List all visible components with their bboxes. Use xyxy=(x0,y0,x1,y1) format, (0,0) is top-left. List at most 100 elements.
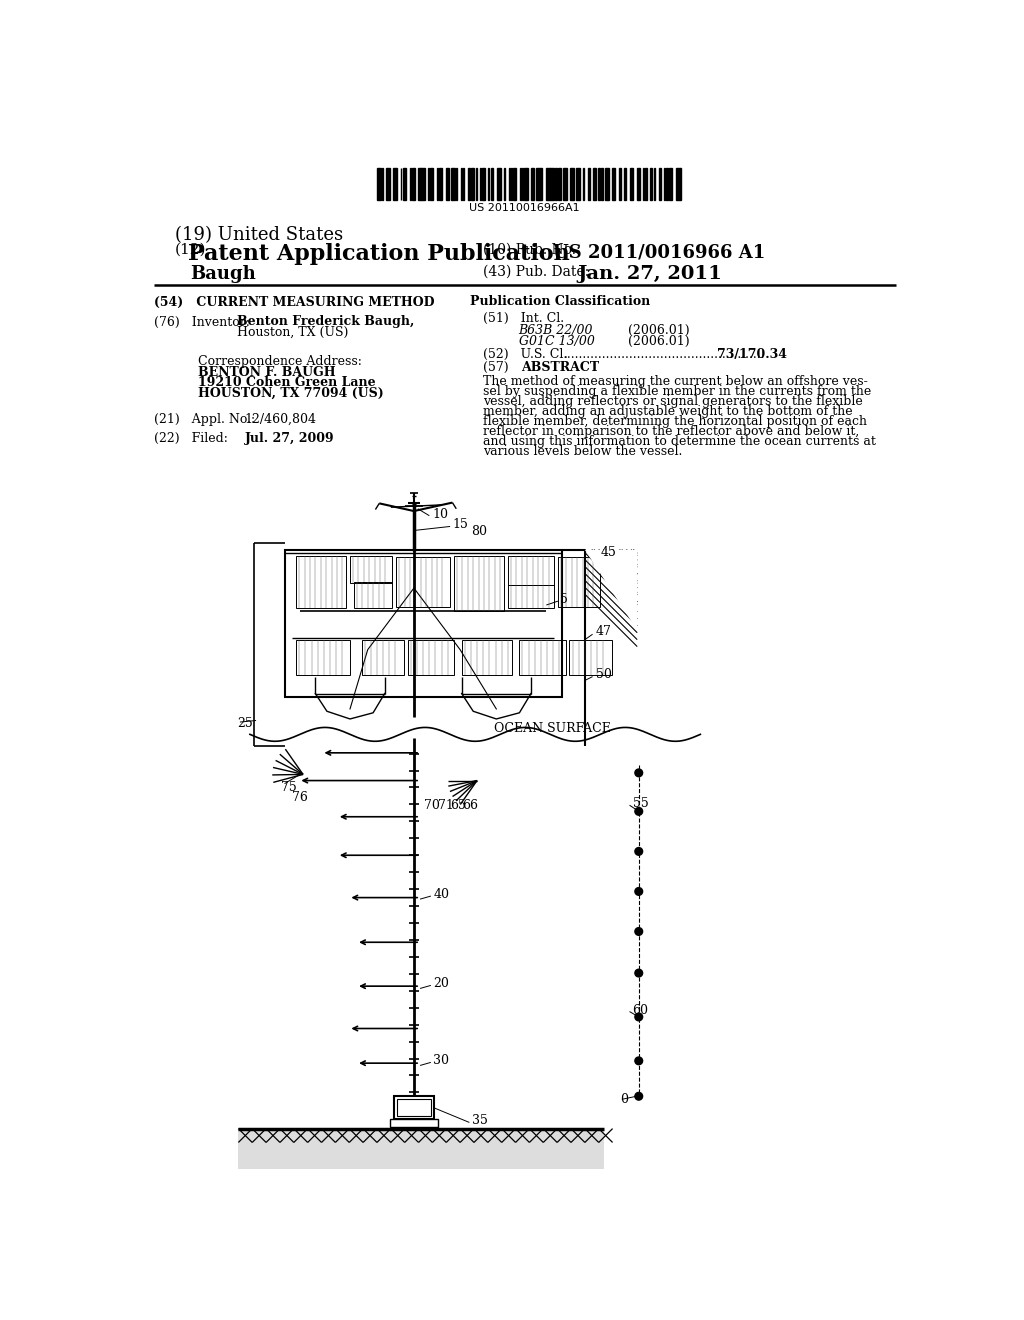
Bar xyxy=(618,168,622,199)
Text: 10: 10 xyxy=(432,508,449,520)
Text: (52)   U.S. Cl.: (52) U.S. Cl. xyxy=(483,348,571,360)
Text: (76)   Inventor:: (76) Inventor: xyxy=(154,315,250,329)
Bar xyxy=(575,168,580,199)
Bar xyxy=(354,582,392,609)
Text: (10) Pub. No.:: (10) Pub. No.: xyxy=(483,243,586,257)
Text: BENTON F. BAUGH: BENTON F. BAUGH xyxy=(199,366,336,379)
Circle shape xyxy=(635,1093,643,1100)
Bar xyxy=(393,168,397,199)
Text: 45: 45 xyxy=(600,545,616,558)
Text: (12): (12) xyxy=(175,243,207,257)
Bar xyxy=(551,168,554,199)
Text: 70: 70 xyxy=(424,799,439,812)
Text: (51)   Int. Cl.: (51) Int. Cl. xyxy=(483,313,564,326)
Text: US 20110016966A1: US 20110016966A1 xyxy=(469,203,581,213)
Bar xyxy=(601,168,603,199)
Bar xyxy=(508,556,554,585)
Text: Jul. 27, 2009: Jul. 27, 2009 xyxy=(245,432,334,445)
Text: reflector in comparison to the reflector above and below it,: reflector in comparison to the reflector… xyxy=(483,425,859,438)
Circle shape xyxy=(635,1014,643,1020)
Circle shape xyxy=(635,770,643,776)
Bar xyxy=(519,640,565,675)
Circle shape xyxy=(635,928,643,936)
Bar xyxy=(598,168,600,199)
Bar xyxy=(645,168,647,199)
Text: G01C 13/00: G01C 13/00 xyxy=(518,335,595,347)
Circle shape xyxy=(635,969,643,977)
Text: Benton Frederick Baugh,: Benton Frederick Baugh, xyxy=(237,315,414,329)
Text: Baugh: Baugh xyxy=(190,264,256,282)
Circle shape xyxy=(635,847,643,855)
Text: (21)   Appl. No.:: (21) Appl. No.: xyxy=(154,412,255,425)
Text: (19) United States: (19) United States xyxy=(175,226,343,244)
Circle shape xyxy=(635,1057,643,1065)
Bar xyxy=(397,1100,431,1117)
Text: 60: 60 xyxy=(633,1003,648,1016)
Text: US 2011/0016966 A1: US 2011/0016966 A1 xyxy=(553,243,765,261)
Bar xyxy=(296,556,346,609)
Text: 50: 50 xyxy=(596,668,611,681)
Text: (22)   Filed:: (22) Filed: xyxy=(154,432,227,445)
Bar xyxy=(555,168,557,199)
Text: HOUSTON, TX 77094 (US): HOUSTON, TX 77094 (US) xyxy=(199,387,384,400)
Bar xyxy=(605,168,608,199)
Bar xyxy=(563,168,567,199)
Bar xyxy=(446,168,449,199)
Bar xyxy=(569,640,611,675)
Text: and using this information to determine the ocean currents at: and using this information to determine … xyxy=(483,434,877,447)
Circle shape xyxy=(635,887,643,895)
Text: 35: 35 xyxy=(472,1114,487,1127)
Text: The method of measuring the current below an offshore ves-: The method of measuring the current belo… xyxy=(483,375,868,388)
Text: (2006.01): (2006.01) xyxy=(628,323,689,337)
Bar xyxy=(541,168,543,199)
Bar xyxy=(666,168,668,199)
Text: 71: 71 xyxy=(438,799,454,812)
Text: 20: 20 xyxy=(433,977,450,990)
Bar xyxy=(396,557,451,607)
Bar xyxy=(508,585,554,609)
Bar xyxy=(394,1096,434,1119)
Text: sel by suspending a flexible member in the currents from the: sel by suspending a flexible member in t… xyxy=(483,385,871,397)
Bar xyxy=(519,168,521,199)
Bar xyxy=(531,168,535,199)
Text: (43) Pub. Date:: (43) Pub. Date: xyxy=(483,264,590,279)
Bar xyxy=(658,168,662,199)
Bar xyxy=(454,556,504,611)
Bar xyxy=(285,549,562,697)
Text: (57): (57) xyxy=(483,360,509,374)
Bar xyxy=(637,168,640,199)
Text: Jan. 27, 2011: Jan. 27, 2011 xyxy=(578,264,722,282)
Text: 76: 76 xyxy=(292,792,308,804)
Bar xyxy=(452,168,455,199)
Text: Patent Application Publication: Patent Application Publication xyxy=(188,243,570,265)
Bar xyxy=(593,168,596,199)
Bar xyxy=(408,640,454,675)
Text: (2006.01): (2006.01) xyxy=(628,335,689,347)
Text: 30: 30 xyxy=(433,1055,450,1068)
Bar xyxy=(630,168,633,199)
Bar xyxy=(546,168,550,199)
Text: 73/170.34: 73/170.34 xyxy=(718,348,787,360)
Bar xyxy=(382,168,383,199)
Text: Correspondence Address:: Correspondence Address: xyxy=(199,355,362,368)
Text: 55: 55 xyxy=(633,797,648,810)
Text: (54)   CURRENT MEASURING METHOD: (54) CURRENT MEASURING METHOD xyxy=(154,296,434,309)
Text: various levels below the vessel.: various levels below the vessel. xyxy=(483,445,683,458)
Text: ABSTRACT: ABSTRACT xyxy=(521,360,599,374)
Bar xyxy=(612,168,615,199)
Text: Houston, TX (US): Houston, TX (US) xyxy=(237,326,348,339)
Bar xyxy=(497,168,501,199)
Text: ....................................................: ........................................… xyxy=(564,348,766,360)
Text: 15: 15 xyxy=(453,519,468,532)
Text: 5: 5 xyxy=(560,593,568,606)
Text: 0: 0 xyxy=(621,1093,629,1106)
Bar xyxy=(669,168,672,199)
Bar xyxy=(588,168,590,199)
Text: 47: 47 xyxy=(596,626,611,639)
Bar xyxy=(471,168,474,199)
Bar xyxy=(413,168,415,199)
Bar xyxy=(430,168,433,199)
Text: vessel, adding reflectors or signal generators to the flexible: vessel, adding reflectors or signal gene… xyxy=(483,395,863,408)
Bar xyxy=(558,168,561,199)
Text: member, adding an adjustable weight to the bottom of the: member, adding an adjustable weight to t… xyxy=(483,405,853,418)
